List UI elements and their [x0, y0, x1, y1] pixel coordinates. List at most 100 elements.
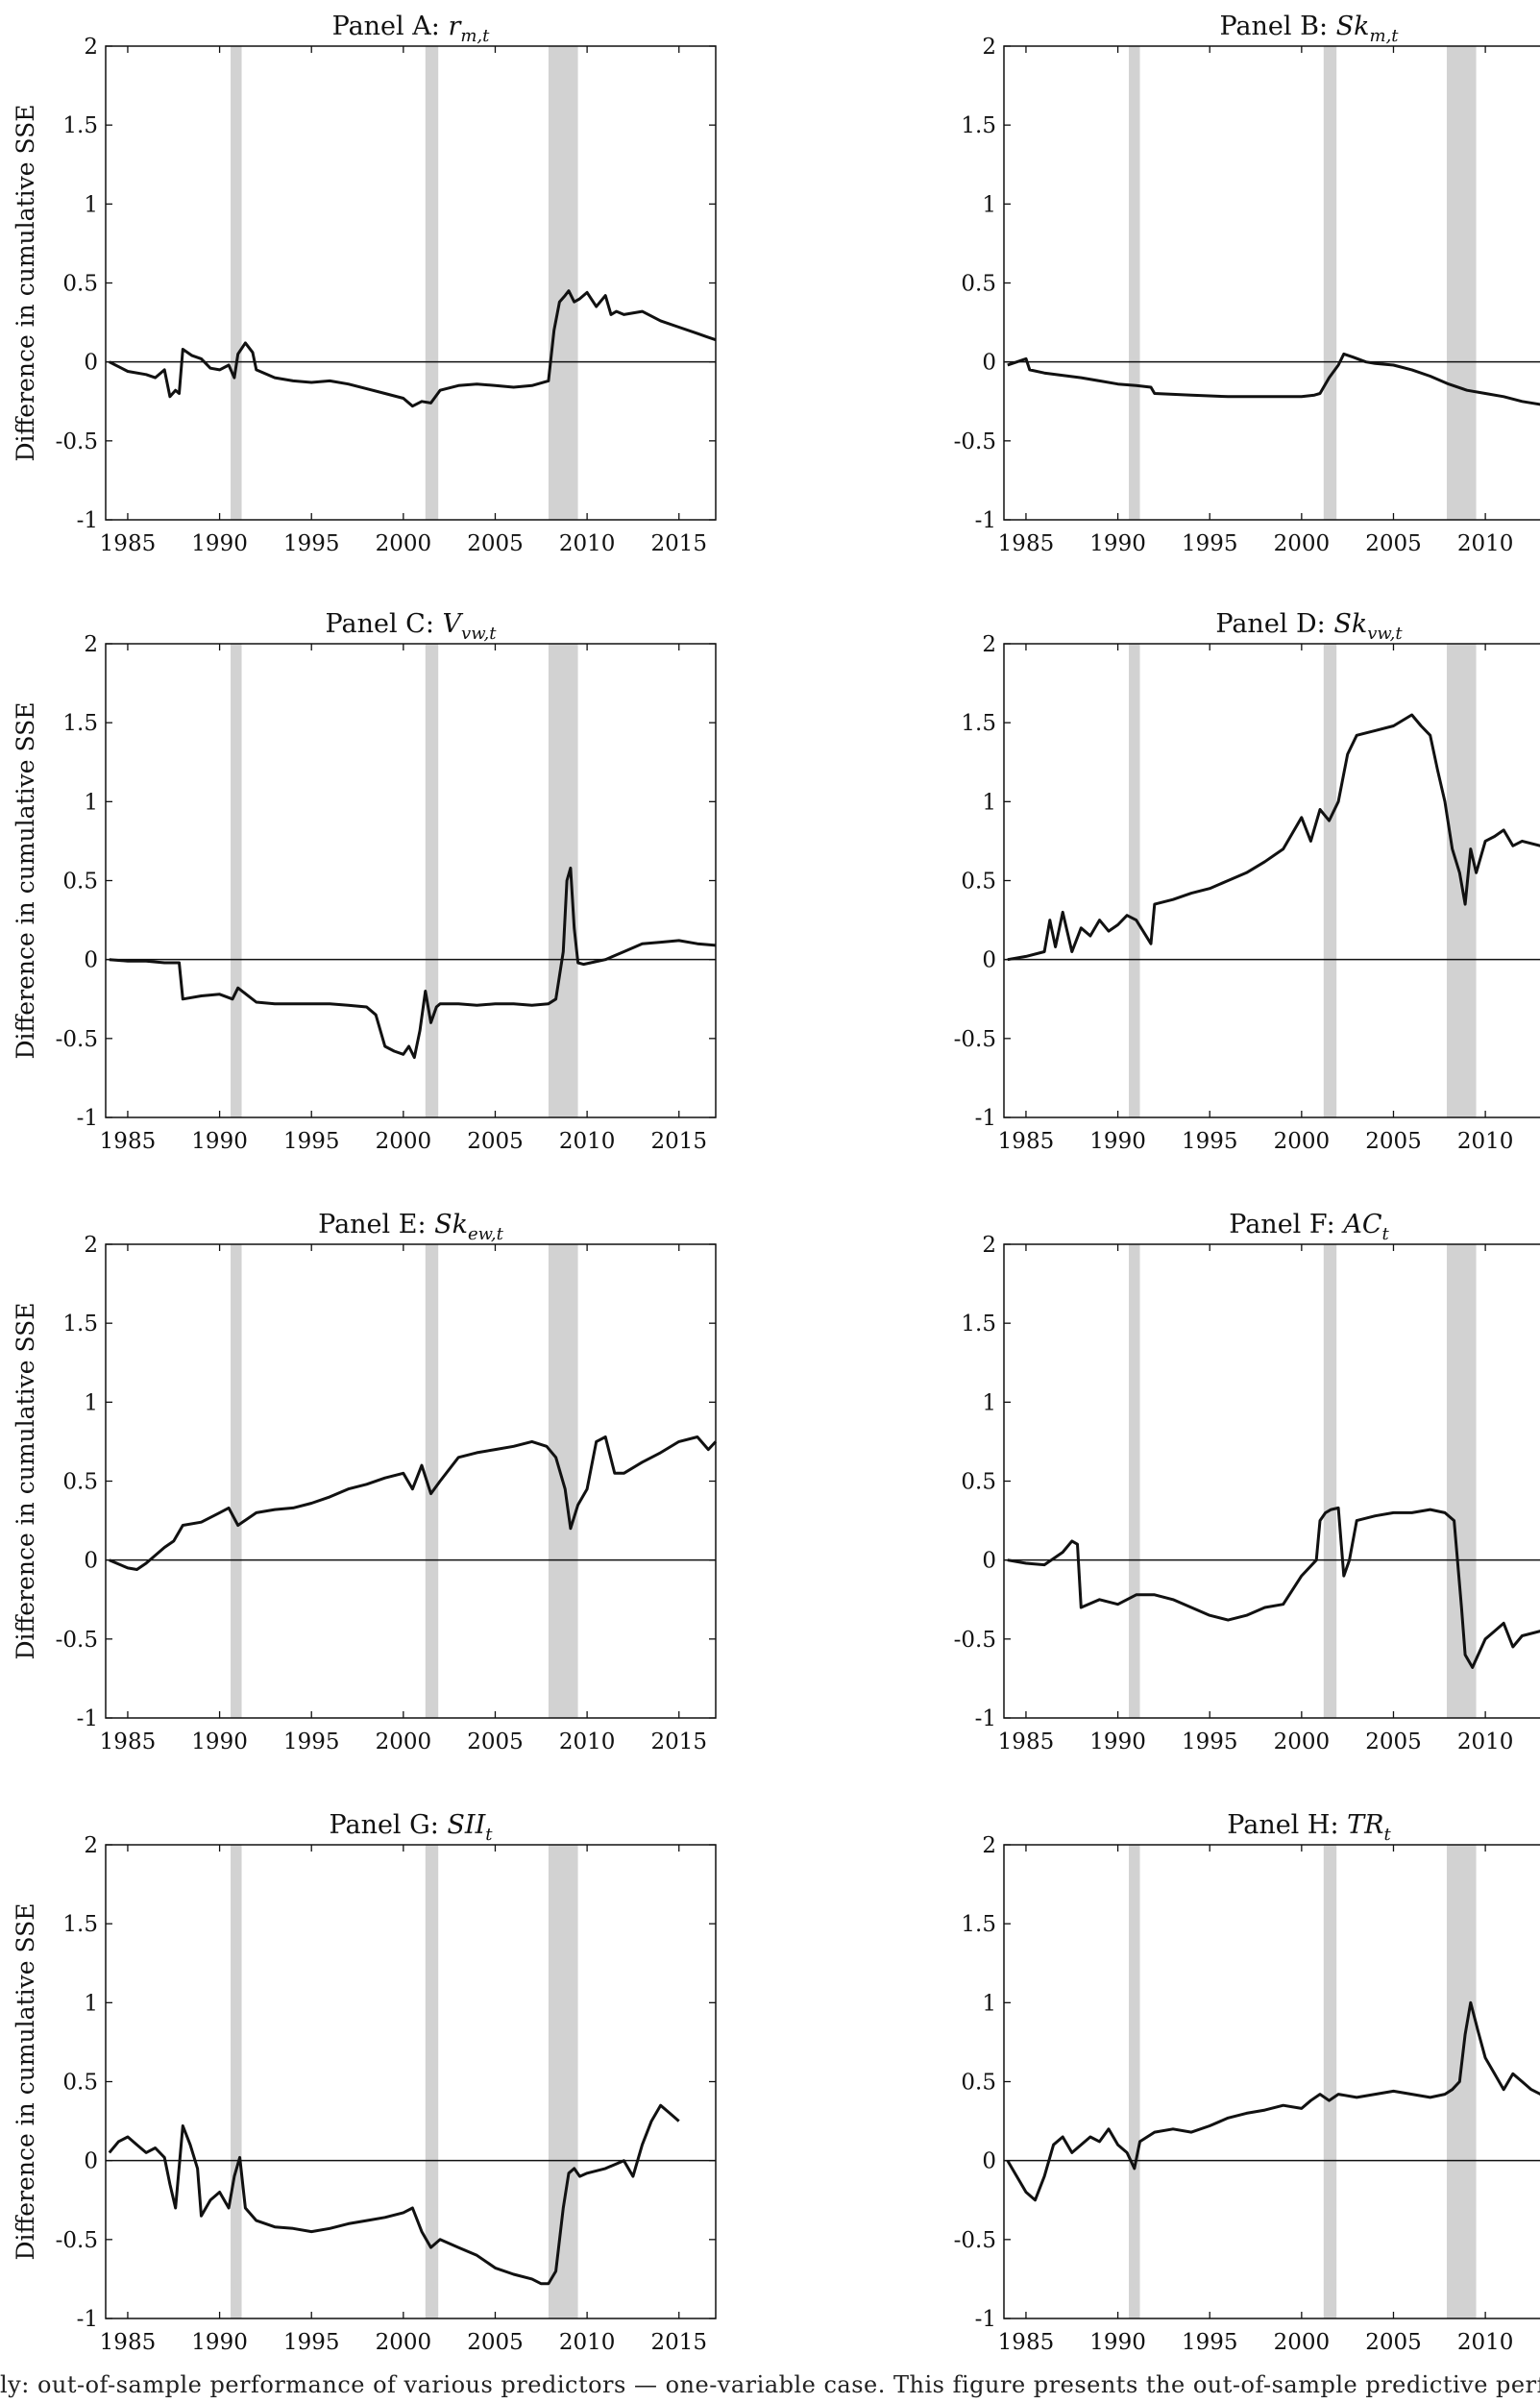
- panel-8: -1-0.500.511.521985199019952000200520102…: [954, 1810, 1540, 2355]
- panel-title-label: Panel H:: [1227, 1810, 1347, 1840]
- y-tick-label: 1: [982, 1390, 996, 1415]
- panel-title-variable: Sk: [434, 1210, 468, 1239]
- x-tick-label: 2015: [650, 1729, 707, 1754]
- y-tick-label: 1: [84, 790, 98, 815]
- y-tick-label: 2: [982, 1233, 996, 1258]
- y-tick-label: 0: [982, 948, 996, 973]
- y-tick-label: 0.5: [62, 2071, 98, 2096]
- panel-title-label: Panel B:: [1219, 12, 1335, 41]
- y-tick-label: -1: [77, 1106, 98, 1131]
- recession-band: [231, 1845, 242, 2318]
- x-tick-label: 2010: [559, 1129, 616, 1154]
- x-tick-label: 1985: [100, 2330, 157, 2355]
- x-tick-label: 2010: [559, 2330, 616, 2355]
- x-tick-label: 2000: [1274, 531, 1331, 556]
- panel-title-variable: Sk: [1336, 12, 1370, 41]
- recession-band: [548, 644, 578, 1117]
- y-tick-label: 2: [84, 1233, 98, 1258]
- y-tick-label: 1.5: [961, 711, 996, 736]
- series-line: [109, 866, 717, 1060]
- y-tick-label: 0.5: [62, 1470, 98, 1495]
- x-tick-label: 1995: [283, 1129, 340, 1154]
- panel-title-subscript: vw,t: [1367, 624, 1403, 644]
- x-tick-label: 1995: [283, 531, 340, 556]
- y-tick-label: 1.5: [961, 113, 996, 138]
- x-tick-label: 2005: [1365, 2330, 1422, 2355]
- x-tick-label: 1985: [100, 1729, 157, 1754]
- x-tick-label: 1995: [1182, 1129, 1238, 1154]
- series-line: [1006, 2000, 1540, 2202]
- panel-title-label: Panel F:: [1229, 1210, 1343, 1239]
- panel-2: -1-0.500.511.521985199019952000200520102…: [954, 12, 1540, 556]
- x-tick-label: 2000: [376, 2330, 432, 2355]
- x-tick-label: 1985: [998, 1729, 1055, 1754]
- recession-band: [231, 644, 242, 1117]
- panel-3: -1 -0.5 0 0.5 1 1.5 2 1985 1990 1995 2000 2005 2010 2…: [12, 609, 717, 1154]
- x-tick-label: 2010: [559, 1729, 616, 1754]
- y-tick-label: -0.5: [954, 429, 996, 454]
- panel-title-subscript: m,t: [1370, 26, 1400, 46]
- panel-5: -1 -0.5 0 0.5 1 1.5 2 1985 1990 1995 2000 2005 2010 2…: [12, 1210, 718, 1754]
- y-axis-label: Difference in cumulative SSE: [12, 701, 39, 1059]
- y-tick-label: 2: [84, 1833, 98, 1858]
- y-tick-label: -0.5: [56, 1628, 98, 1653]
- recession-band: [1446, 1244, 1477, 1718]
- panel-title: Panel E: Skew,t: [318, 1210, 504, 1244]
- y-tick-label: -1: [77, 1706, 98, 1731]
- figure-caption: ly: out-of-sample performance of various…: [0, 2371, 1540, 2398]
- y-tick-label: 0.5: [961, 2071, 996, 2096]
- y-tick-label: 1.5: [961, 1912, 996, 1937]
- x-tick-label: 2010: [1457, 1129, 1514, 1154]
- y-tick-label: 1: [84, 1390, 98, 1415]
- y-tick-label: 0: [84, 2149, 98, 2174]
- y-tick-label: 1: [982, 1991, 996, 2016]
- y-tick-label: 1.5: [62, 1312, 98, 1337]
- x-tick-label: 1985: [100, 1129, 157, 1154]
- recession-band: [231, 46, 242, 520]
- panel-title: Panel A: rm,t: [332, 12, 491, 46]
- y-tick-label: 2: [982, 1833, 996, 1858]
- recession-band: [1323, 46, 1337, 520]
- x-tick-label: 1995: [1182, 531, 1238, 556]
- plot-frame: [105, 1243, 717, 1719]
- panel-title-variable: V: [443, 609, 464, 639]
- recession-band: [1129, 1244, 1140, 1718]
- x-tick-label: 2005: [1365, 1729, 1422, 1754]
- y-tick-label: 0.5: [961, 272, 996, 297]
- x-tick-label: 2000: [1274, 2330, 1331, 2355]
- panel-title: Panel G: SIIt: [330, 1810, 494, 1845]
- x-tick-label: 1990: [191, 1129, 248, 1154]
- y-tick-label: 0: [982, 2149, 996, 2174]
- y-tick-label: -1: [975, 2307, 996, 2332]
- series-line: [109, 1435, 718, 1571]
- panel-title-subscript: m,t: [460, 26, 490, 46]
- x-tick-label: 2000: [1274, 1129, 1331, 1154]
- recession-band: [425, 1244, 439, 1718]
- y-tick-label: 1: [84, 192, 98, 217]
- x-tick-label: 2010: [1457, 1729, 1514, 1754]
- x-tick-label: 1990: [191, 2330, 248, 2355]
- series-line: [109, 289, 717, 408]
- y-tick-label: 1.5: [62, 113, 98, 138]
- panel-title: Panel D: Skvw,t: [1215, 609, 1403, 644]
- series-line: [108, 2103, 680, 2286]
- panel-6: -1-0.500.511.521985199019952000200520102…: [954, 1210, 1540, 1754]
- y-tick-label: 1: [982, 790, 996, 815]
- x-tick-label: 2000: [376, 531, 432, 556]
- x-tick-label: 1995: [283, 2330, 340, 2355]
- panel-title-label: Panel D:: [1215, 609, 1333, 639]
- y-tick-label: 0.5: [62, 272, 98, 297]
- x-tick-label: 2005: [1365, 531, 1422, 556]
- y-tick-label: 1.5: [62, 1912, 98, 1937]
- x-tick-label: 2015: [650, 531, 707, 556]
- recession-band: [1446, 1845, 1477, 2318]
- recession-band: [548, 46, 578, 520]
- y-tick-label: 0: [982, 351, 996, 376]
- y-tick-label: 0.5: [961, 870, 996, 895]
- series-line: [1007, 1506, 1540, 1669]
- panel-title-subscript: t: [1383, 1825, 1391, 1845]
- x-tick-label: 2005: [467, 1129, 524, 1154]
- x-tick-label: 2010: [1457, 2330, 1514, 2355]
- x-tick-label: 1995: [1182, 2330, 1238, 2355]
- y-tick-label: -0.5: [56, 1027, 98, 1052]
